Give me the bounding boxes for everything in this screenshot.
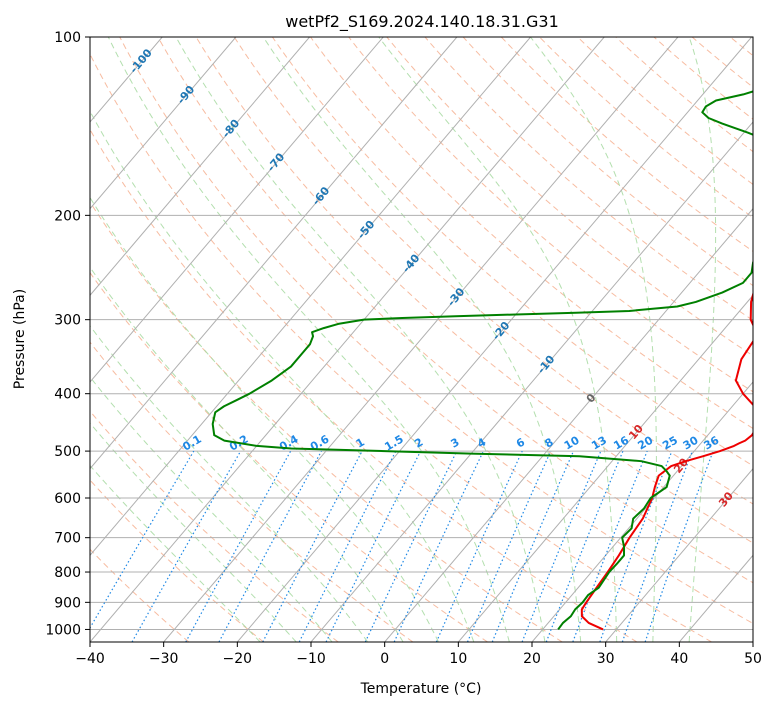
dry-adiabat-line xyxy=(386,37,753,357)
mixing-ratio-line xyxy=(325,450,422,642)
y-tick-label: 500 xyxy=(54,444,81,460)
x-tick-label: 30 xyxy=(597,651,615,667)
dry-adiabat-line xyxy=(424,37,753,321)
dry-adiabat-line xyxy=(233,37,753,505)
y-tick-label: 100 xyxy=(54,30,81,46)
y-tick-label: 400 xyxy=(54,387,81,403)
mixing-ratio-line xyxy=(131,450,242,642)
isotherm-line xyxy=(605,467,753,642)
mixing-ratio-line xyxy=(90,450,195,630)
y-tick-label: 300 xyxy=(54,313,81,329)
isotherm-line xyxy=(531,381,753,642)
mixing-ratio-line xyxy=(364,450,458,642)
axis-ticks: −40 −30 −20 −10 0 10 20 30 40 50 100 200 300 400 500 60… xyxy=(45,30,762,667)
dry-adiabat-line xyxy=(348,37,753,393)
dry-adiabat-line xyxy=(90,479,264,642)
isotherm-line xyxy=(236,37,752,642)
x-tick-label: −20 xyxy=(223,651,253,667)
isotherm-line xyxy=(90,37,605,642)
y-tick-label: 1000 xyxy=(45,622,81,638)
y-tick-label: 900 xyxy=(54,595,81,611)
dry-adiabat-line xyxy=(310,37,753,430)
dewpoint-profile-line xyxy=(211,90,753,631)
moist-adiabat-line xyxy=(530,37,657,642)
plot-frame xyxy=(89,36,754,643)
moist-adiabat-line xyxy=(90,376,333,642)
dry-adiabat-line xyxy=(90,341,414,642)
mixing-ratio-line xyxy=(621,450,693,642)
isotherm-line xyxy=(90,37,458,470)
dry-adiabat-line xyxy=(90,128,638,642)
isotherm-line xyxy=(90,37,310,297)
isotherm-line xyxy=(90,37,237,210)
moist-adiabat-line xyxy=(90,266,404,642)
y-tick-label: 800 xyxy=(54,565,81,581)
x-axis-title: Temperature (°C) xyxy=(360,681,482,697)
mixing-ratio-line xyxy=(218,450,322,642)
dry-adiabat-line xyxy=(119,37,753,625)
dry-adiabat-line xyxy=(615,37,753,153)
moist-adiabat-line xyxy=(90,110,475,642)
x-tick-label: −30 xyxy=(149,651,179,667)
y-tick-label: 600 xyxy=(54,491,81,507)
dry-adiabat-line xyxy=(195,37,753,544)
moist-adiabat-line xyxy=(262,37,582,642)
x-tick-label: 10 xyxy=(449,651,467,667)
y-axis-title: Pressure (hPa) xyxy=(12,289,28,389)
isotherm-line xyxy=(457,294,753,642)
dry-adiabat-line xyxy=(157,37,753,584)
mixing-ratio-line xyxy=(435,450,523,642)
moist-adiabat-line xyxy=(175,37,546,642)
x-tick-label: 20 xyxy=(523,651,541,667)
mixing-ratio-line xyxy=(393,450,484,642)
moist-adiabat-line xyxy=(107,37,510,642)
mixing-ratio-line xyxy=(644,450,714,642)
mixing-ratio-line xyxy=(466,450,552,642)
moist-adiabat-line xyxy=(90,422,297,642)
dry-adiabat-line xyxy=(90,53,712,642)
moist-adiabat-line xyxy=(90,196,439,642)
isotherm-line xyxy=(163,37,679,642)
temperature-profile-line xyxy=(580,291,753,631)
x-tick-label: −40 xyxy=(75,651,105,667)
dry-adiabat-line xyxy=(500,37,753,252)
x-tick-label: 0 xyxy=(380,651,389,667)
dry-adiabat-line xyxy=(462,37,753,287)
x-tick-label: 40 xyxy=(670,651,688,667)
isotherm-line xyxy=(310,121,753,642)
isotherm-line xyxy=(384,207,753,642)
y-tick-label: 700 xyxy=(54,531,81,547)
isotherm-line xyxy=(90,37,384,383)
series-layer xyxy=(211,90,753,631)
x-tick-label: −10 xyxy=(296,651,326,667)
y-tick-label: 200 xyxy=(54,208,81,224)
isotherm-line xyxy=(90,37,531,557)
mixing-ratio-line xyxy=(185,450,292,642)
mixing-ratio-line xyxy=(491,450,575,642)
moist-adiabat-line xyxy=(90,325,369,642)
grid-layer xyxy=(90,37,753,642)
x-tick-label: 50 xyxy=(744,651,762,667)
moist-adiabat-line xyxy=(688,37,717,642)
chart-title: wetPf2_S169.2024.140.18.31.G31 xyxy=(285,12,559,32)
